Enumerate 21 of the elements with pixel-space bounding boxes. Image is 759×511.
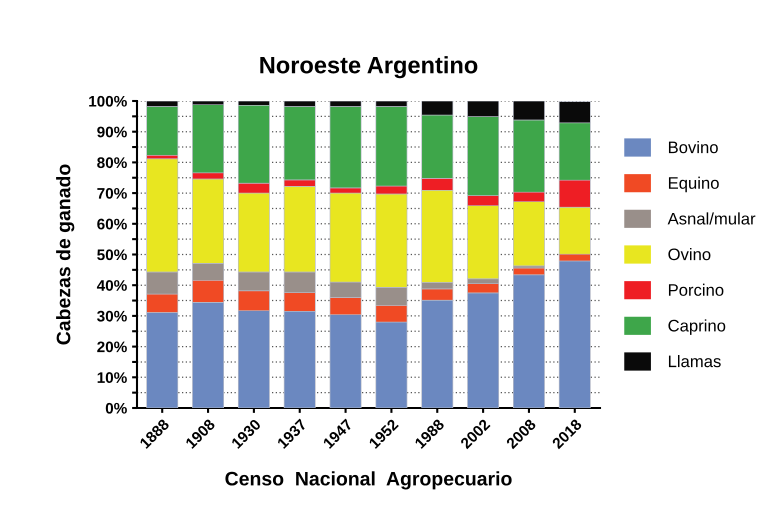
y-tick-label: 100% xyxy=(89,96,127,107)
y-tick-label: 40% xyxy=(96,280,127,291)
y-tick-label: 70% xyxy=(97,188,127,199)
legend-label: Caprino xyxy=(668,319,726,335)
y-tick-label: 90% xyxy=(97,126,127,138)
y-axis-title: Cabezas de ganado xyxy=(56,164,74,344)
y-tick-label: 30% xyxy=(97,310,127,322)
y-tick-label: 20% xyxy=(97,341,127,352)
y-tick-label: 50% xyxy=(97,249,127,260)
x-axis-title: Censo Nacional Agropecuario xyxy=(225,471,512,490)
y-tick-label: 80% xyxy=(97,157,127,168)
legend-label: Asnal/mular xyxy=(668,212,756,225)
legend-label: Ovino xyxy=(668,248,710,260)
legend-label: Llamas xyxy=(668,355,721,368)
y-tick-label: 0% xyxy=(106,402,127,414)
legend-label: Equino xyxy=(668,176,719,192)
y-tick-label: 10% xyxy=(98,372,127,383)
legend-label: Bovino xyxy=(668,141,718,154)
legend-label: Porcino xyxy=(668,284,724,296)
y-tick-label: 60% xyxy=(97,218,127,230)
chart-title: Noroeste Argentino xyxy=(260,56,478,78)
